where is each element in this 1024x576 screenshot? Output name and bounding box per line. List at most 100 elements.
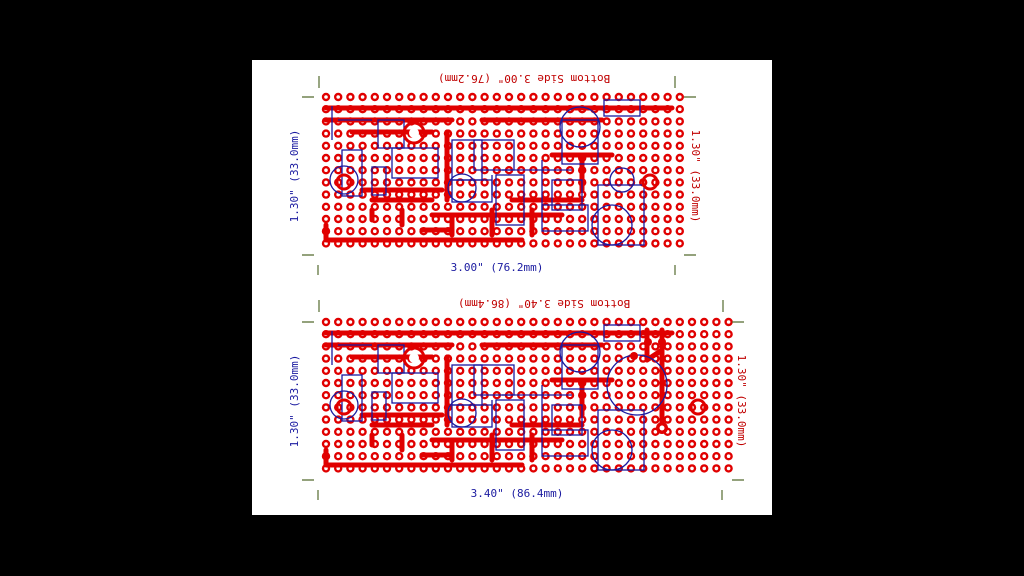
pad-hole [665, 417, 670, 422]
pad-hole [470, 369, 475, 373]
pad-hole [482, 356, 487, 361]
pad-hole [714, 320, 719, 324]
pad-hole [434, 95, 438, 99]
pad-hole [665, 156, 670, 160]
pad-hole [665, 442, 670, 446]
pad-hole [604, 344, 609, 349]
pad-hole [458, 131, 462, 136]
pad-hole [507, 217, 511, 221]
pad-hole [690, 320, 694, 324]
pad-hole [714, 454, 719, 459]
pad-hole [629, 205, 633, 209]
pad-hole [531, 405, 536, 410]
dimension-labels: Bottom Side 3.00" (76.2mm) 3.00" (76.2mm… [288, 72, 748, 500]
pad-hole [568, 192, 572, 197]
pad-hole [458, 430, 462, 434]
pad-hole [641, 356, 645, 361]
large-pads [335, 121, 659, 191]
pad-hole [495, 144, 499, 148]
pad-hole [434, 417, 438, 422]
pad-hole [665, 229, 670, 233]
pad-hole [690, 417, 694, 422]
pad-hole [592, 205, 597, 209]
pad-hole [336, 144, 340, 148]
pad-hole [641, 369, 645, 373]
pad-hole [580, 466, 584, 471]
pad-hole [592, 430, 597, 434]
pad-hole [409, 95, 414, 99]
pad-hole [348, 369, 353, 373]
pad-hole [714, 466, 719, 471]
pad-hole [458, 454, 462, 459]
pad-hole [678, 393, 682, 398]
pad-hole [373, 369, 377, 373]
pad-hole [519, 381, 523, 385]
pad-hole [519, 229, 523, 233]
pad-hole [568, 430, 572, 434]
pad-hole [373, 381, 377, 385]
pad-hole [360, 205, 365, 209]
pad-hole [373, 144, 377, 148]
pad-hole [421, 144, 426, 148]
pad-hole [653, 156, 658, 160]
pad-hole [385, 369, 389, 373]
dimension-marks [302, 76, 744, 500]
pad-hole [678, 320, 682, 324]
pad-hole [617, 156, 621, 160]
pad-hole [397, 205, 401, 209]
pad-hole [507, 356, 511, 361]
pad-hole [482, 180, 487, 185]
pad-hole [690, 381, 694, 385]
pad-hole [397, 417, 401, 422]
pad-hole [678, 156, 682, 160]
pad-hole [714, 332, 719, 337]
pad-hole [629, 320, 633, 324]
pad-hole [726, 332, 731, 337]
pad-hole [568, 417, 572, 422]
pad-hole [617, 217, 621, 221]
pad-hole [714, 417, 719, 422]
pad-hole [507, 417, 511, 422]
pad-hole [373, 156, 377, 160]
pad-hole [726, 320, 731, 324]
pad-hole [726, 393, 731, 398]
pad-hole [629, 369, 633, 373]
pad-hole [653, 119, 658, 124]
pad-hole [458, 344, 462, 349]
pad-hole [434, 320, 438, 324]
pad-hole [324, 144, 328, 148]
pad-hole [519, 442, 523, 446]
pad-hole [409, 417, 414, 422]
pad-hole [409, 381, 414, 385]
pad-hole [653, 417, 658, 422]
pad-hole [470, 119, 475, 124]
pad-hole [702, 320, 706, 324]
pad-hole [629, 430, 633, 434]
pad-hole [665, 466, 670, 471]
pad-hole [360, 144, 365, 148]
pad-hole [336, 217, 340, 221]
pad-hole [348, 144, 353, 148]
pad-hole [397, 95, 401, 99]
pad-hole [336, 205, 340, 209]
pad-hole [665, 356, 670, 361]
pad-hole [482, 217, 487, 221]
pad-hole [348, 168, 353, 172]
pad-hole [507, 95, 511, 99]
pad-hole [665, 192, 670, 197]
pad-hole [507, 156, 511, 160]
pad-hole [446, 205, 450, 209]
pad-hole [617, 95, 621, 99]
pad-hole [690, 344, 694, 349]
pad-hole [385, 442, 389, 446]
pad-hole [336, 131, 340, 136]
pad-hole [556, 369, 560, 373]
pad-hole [531, 144, 536, 148]
pad-hole [397, 369, 401, 373]
pad-hole [592, 192, 597, 197]
pad-hole [543, 144, 548, 148]
pad-hole [385, 217, 389, 221]
pad-hole [543, 241, 548, 246]
pad-hole [678, 381, 682, 385]
pad-hole [397, 430, 401, 434]
